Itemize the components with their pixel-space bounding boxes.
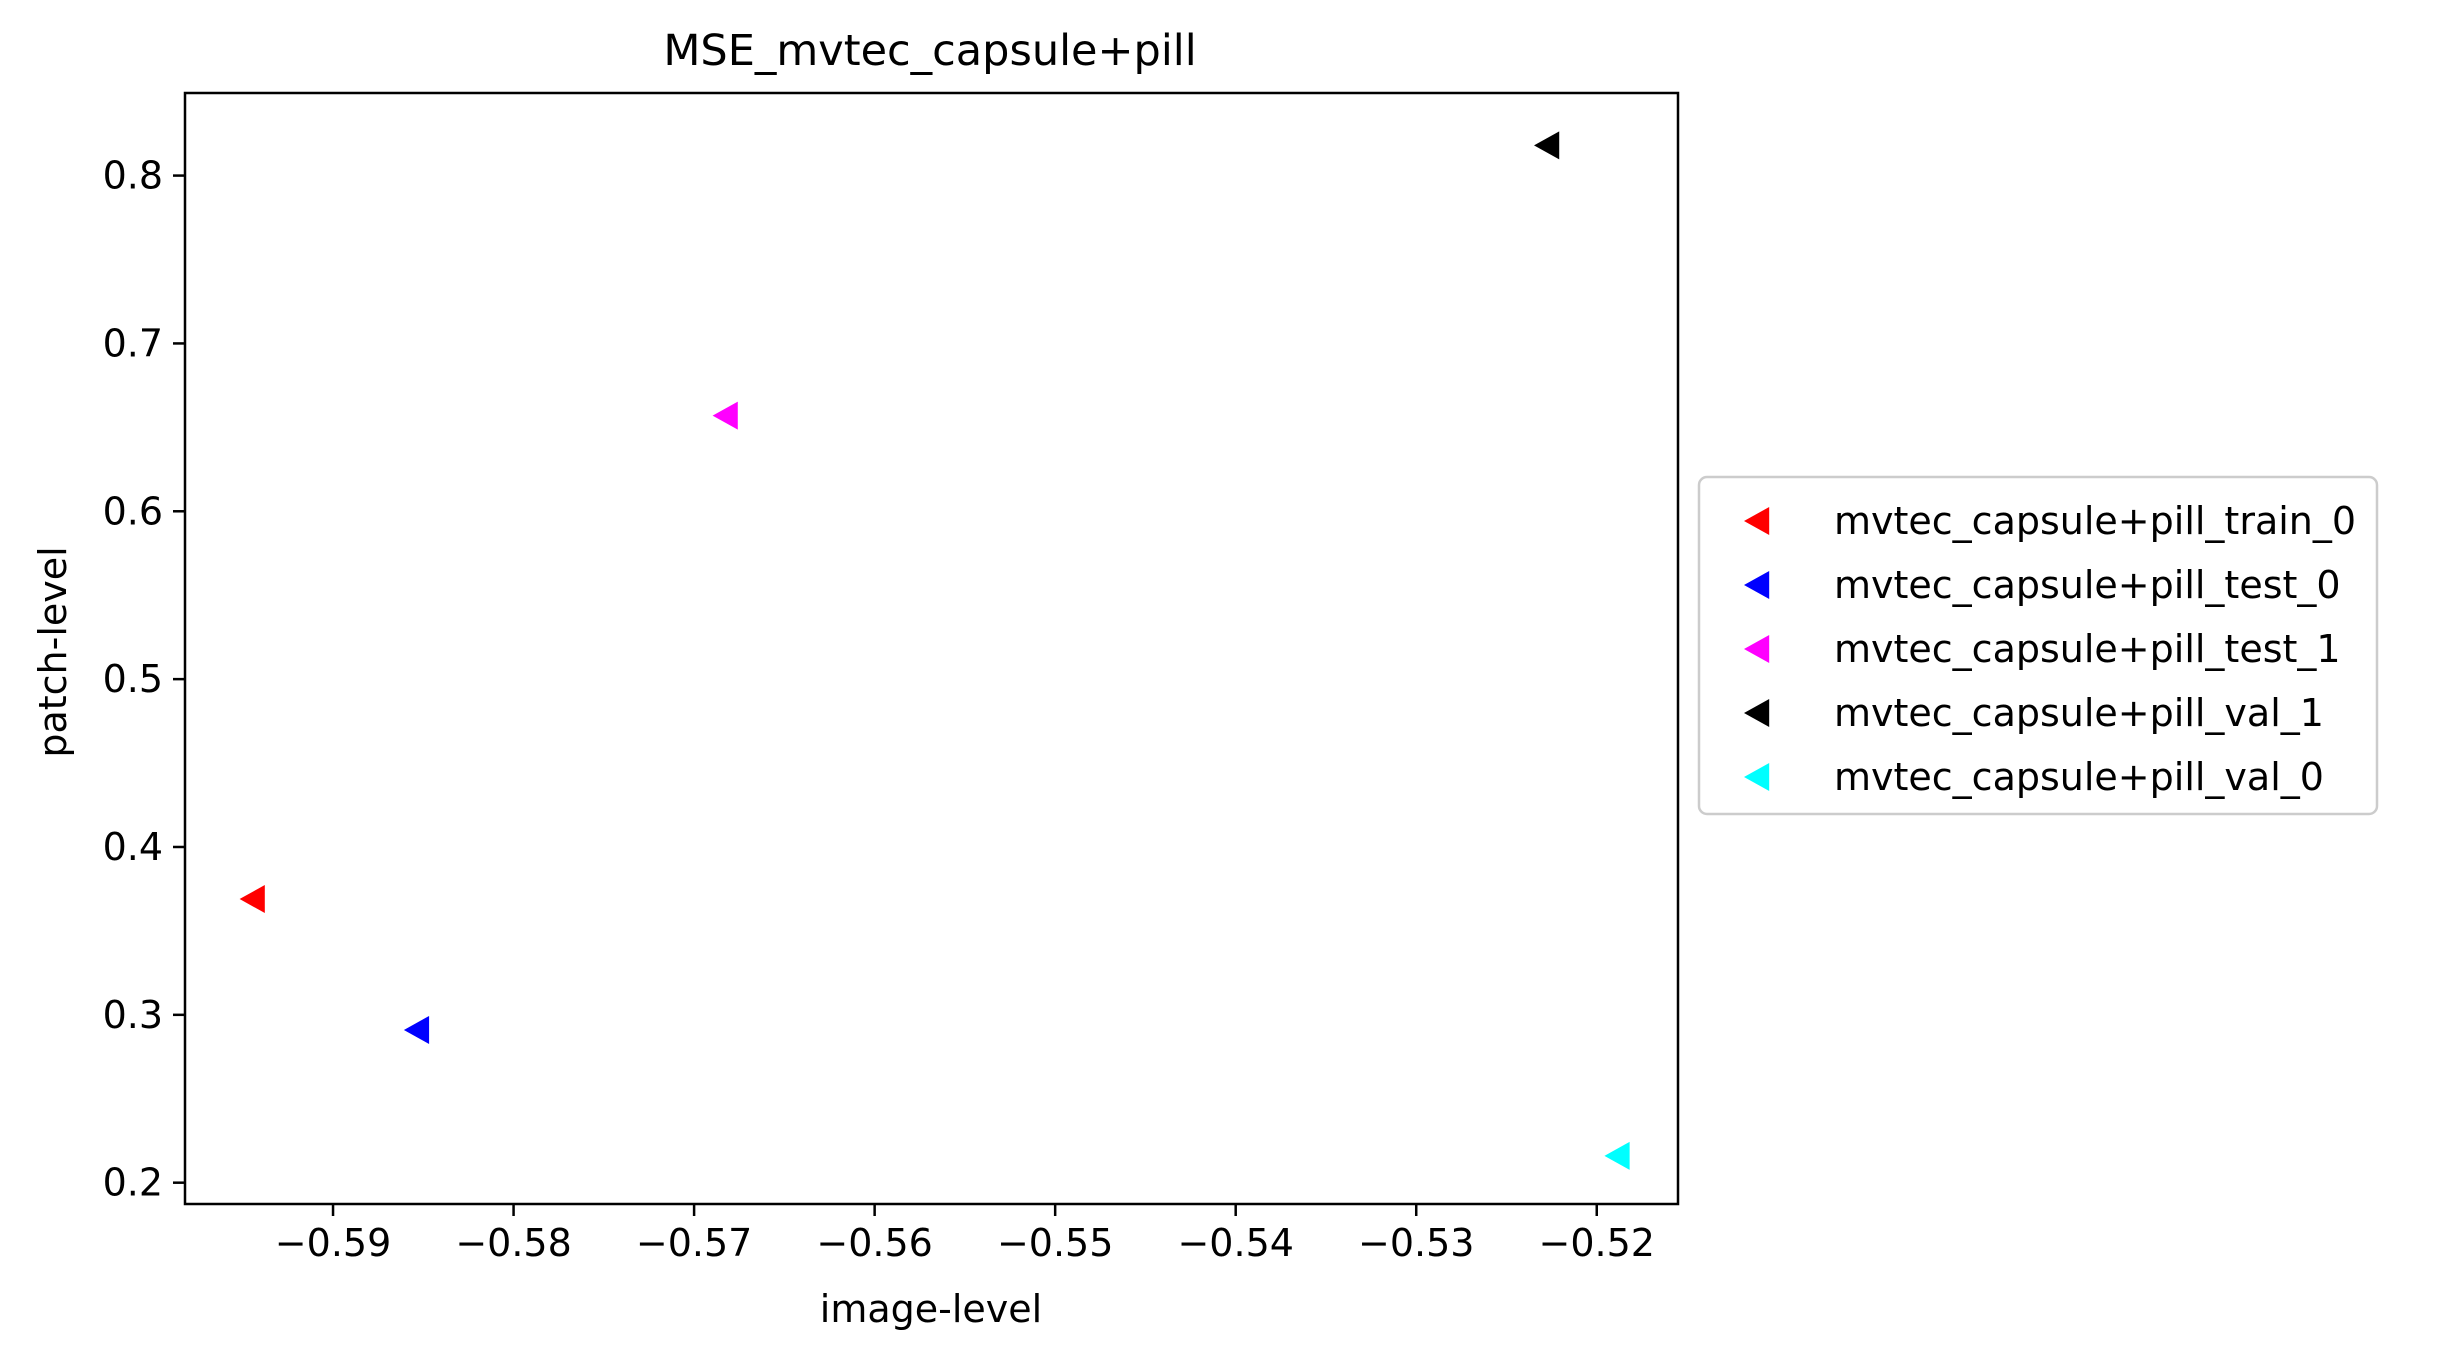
x-tick-label: −0.54 — [1177, 1221, 1293, 1265]
y-axis-label: patch-level — [31, 546, 75, 757]
legend-frame — [1697, 475, 2379, 816]
plot-area — [239, 131, 1630, 1170]
legend-label: mvtec_capsule+pill_train_0 — [1834, 499, 2356, 543]
data-point — [239, 885, 265, 914]
legend: mvtec_capsule+pill_train_0 mvtec_capsule+… — [1697, 475, 2379, 816]
legend-label: mvtec_capsule+pill_test_1 — [1834, 627, 2341, 671]
y-tick-label: 0.2 — [103, 1161, 163, 1205]
legend-marker — [1744, 507, 1770, 535]
data-point — [403, 1015, 430, 1044]
legend-marker — [1744, 763, 1770, 791]
x-tick-label: −0.55 — [997, 1221, 1113, 1265]
legend-marker — [1744, 571, 1770, 599]
data-point — [1604, 1141, 1630, 1170]
y-tick-label: 0.7 — [103, 321, 163, 365]
y-tick-label: 0.6 — [103, 489, 163, 533]
x-tick-label: −0.56 — [816, 1221, 932, 1265]
x-tick-label: −0.52 — [1539, 1221, 1655, 1265]
x-axis: −0.59 −0.58 −0.57 −0.56 −0.55 −0.54 −0.53 −0.52 — [275, 1204, 1655, 1265]
x-tick-label: −0.53 — [1358, 1221, 1474, 1265]
legend-label: mvtec_capsule+pill_test_0 — [1834, 563, 2341, 607]
y-tick-label: 0.8 — [103, 154, 163, 198]
legend-marker — [1744, 699, 1770, 727]
x-tick-label: −0.58 — [455, 1221, 571, 1265]
x-tick-label: −0.59 — [275, 1221, 391, 1265]
legend-label: mvtec_capsule+pill_val_0 — [1834, 755, 2324, 799]
legend-marker — [1744, 635, 1770, 663]
axes-frame — [183, 91, 1680, 1206]
x-axis-label: image-level — [820, 1287, 1042, 1331]
data-point — [712, 401, 738, 430]
y-tick-label: 0.3 — [103, 993, 163, 1037]
chart-title: MSE_mvtec_capsule+pill — [663, 26, 1196, 76]
y-axis: 0.2 0.3 0.4 0.5 0.6 0.7 0.8 — [103, 154, 185, 1205]
y-tick-label: 0.4 — [103, 825, 163, 869]
x-tick-label: −0.57 — [636, 1221, 752, 1265]
y-tick-label: 0.5 — [103, 657, 163, 701]
legend-label: mvtec_capsule+pill_val_1 — [1834, 691, 2324, 735]
data-point — [1534, 131, 1560, 160]
